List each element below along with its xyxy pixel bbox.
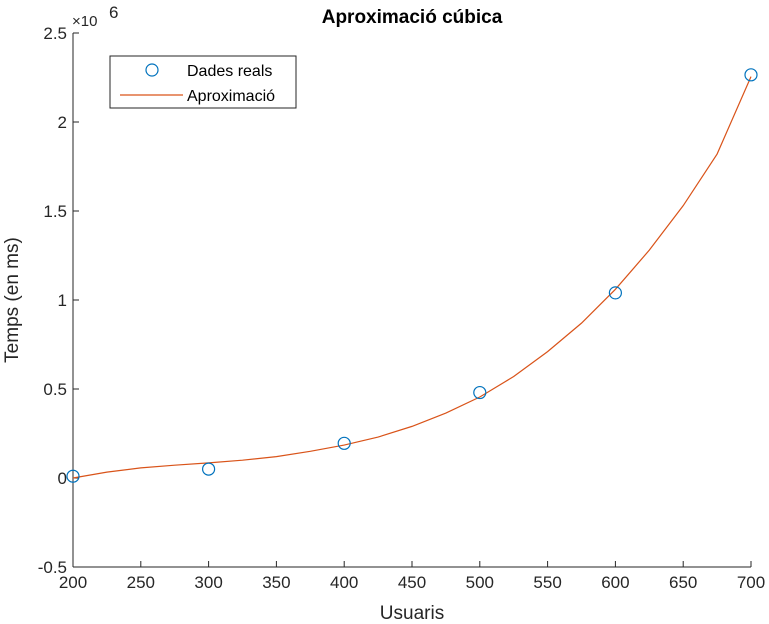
- y-tick-label: 0.5: [43, 380, 67, 399]
- x-tick-label: 700: [737, 573, 765, 592]
- y-exponent-power: 6: [109, 3, 118, 22]
- legend-box: [109, 55, 297, 109]
- series-line-aproximacio: [72, 76, 752, 479]
- x-axis-ticks: 200 250 300 350 400 450 500 550 600 650 700: [59, 561, 765, 592]
- y-axis-title: Temps (en ms): [2, 237, 23, 363]
- x-tick-label: 450: [398, 573, 426, 592]
- x-tick-label: 200: [59, 573, 87, 592]
- x-tick-label: 350: [262, 573, 290, 592]
- data-point-dades-reals: [473, 385, 487, 400]
- legend-marker-dades-reals: [145, 63, 159, 77]
- y-exponent-base: ×10: [72, 13, 97, 30]
- x-tick-label: 300: [194, 573, 222, 592]
- y-tick-label: 0: [58, 469, 67, 488]
- data-point-dades-reals: [337, 436, 351, 450]
- x-tick-label: 400: [330, 573, 358, 592]
- y-tick-label: 1.5: [43, 202, 67, 221]
- y-tick-label: 1: [58, 291, 67, 310]
- x-axis-title: Usuaris: [380, 603, 444, 624]
- plot-area: [73, 33, 751, 567]
- chart-title: Aproximació cúbica: [322, 7, 503, 28]
- y-tick-label: -0.5: [38, 558, 67, 577]
- y-tick-label: 2: [58, 113, 67, 132]
- y-tick-label: 2.5: [43, 24, 67, 43]
- x-tick-label: 250: [127, 573, 155, 592]
- x-tick-label: 550: [533, 573, 561, 592]
- legend-label-dades-reals: Dades reals: [187, 63, 272, 80]
- data-point-dades-reals: [202, 462, 216, 476]
- x-tick-label: 650: [669, 573, 697, 592]
- x-tick-label: 600: [601, 573, 629, 592]
- legend: Dades reals Aproximació: [109, 55, 297, 109]
- data-point-dades-reals: [66, 469, 80, 483]
- data-point-dades-reals: [608, 286, 623, 300]
- x-tick-label: 500: [466, 573, 494, 592]
- data-point-dades-reals: [744, 68, 758, 82]
- y-axis-ticks: -0.5 0 0.5 1 1.5 2 2.5: [38, 24, 79, 577]
- series-layer: [66, 68, 758, 483]
- legend-label-aproximacio: Aproximació: [187, 88, 275, 105]
